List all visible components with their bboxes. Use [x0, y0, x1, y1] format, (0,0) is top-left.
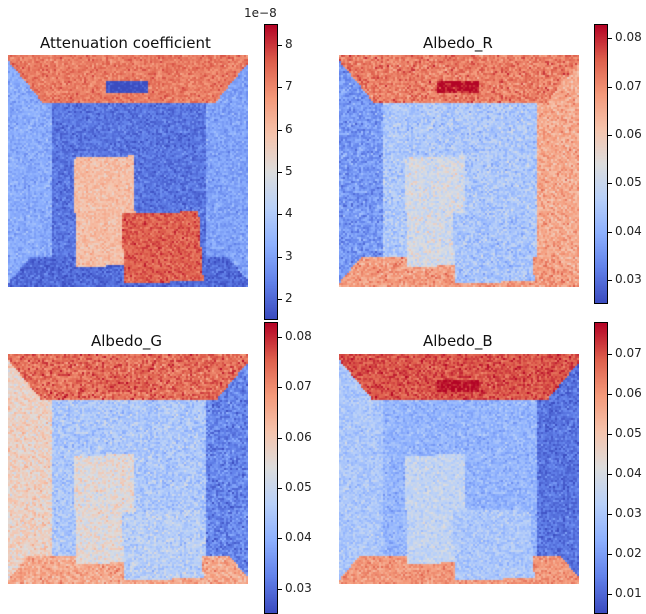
- colorbar-tick-mark: [608, 183, 612, 185]
- colorbar-tick-mark: [278, 45, 282, 47]
- colorbar-tick-label: 0.02: [615, 546, 642, 560]
- colorbar-tick-label: 0.03: [615, 506, 642, 520]
- colorbar-tick-mark: [608, 514, 612, 515]
- chart-title: Albedo_G: [91, 332, 163, 350]
- colorbar-tick-mark: [608, 279, 612, 281]
- colorbar-tick-label: 0.08: [285, 329, 312, 344]
- colorbar-tick-mark: [608, 594, 612, 595]
- colorbar-tick-label: 5: [285, 164, 293, 178]
- colorbar-tick-mark: [278, 214, 282, 216]
- colorbar-tick-mark: [278, 87, 282, 89]
- colorbar-tick-label: 6: [285, 121, 293, 136]
- colorbar-tick-mark: [608, 554, 612, 555]
- colorbar-tick-label: 8: [285, 37, 293, 52]
- colorbar-tick-label: 0.06: [615, 386, 642, 400]
- colorbar-tick-mark: [278, 256, 282, 258]
- colorbar-tick-mark: [608, 474, 612, 475]
- colorbar-tick-mark: [608, 434, 612, 435]
- colorbar-tick-label: 0.08: [615, 30, 642, 45]
- colorbar-offset: 1e−8: [244, 6, 277, 20]
- colorbar-tick-mark: [278, 298, 282, 300]
- colorbar-albedo-g: [264, 322, 278, 614]
- colorbar-tick-mark: [278, 129, 282, 131]
- colorbar-tick-label: 0.04: [285, 530, 312, 545]
- colorbar-tick-label: 2: [285, 290, 293, 305]
- colorbar-tick-label: 0.05: [285, 480, 312, 495]
- heatmap-albedo-g: [8, 354, 248, 584]
- colorbar-tick-label: 0.04: [615, 223, 642, 238]
- colorbar-tick-label: 0.05: [615, 175, 642, 190]
- colorbar-tick-label: 0.01: [615, 586, 642, 600]
- colorbar-tick-label: 0.07: [285, 379, 312, 394]
- colorbar-tick-mark: [608, 354, 612, 355]
- colorbar-tick-mark: [278, 337, 282, 339]
- colorbar-tick-label: 0.04: [615, 466, 642, 480]
- heatmap-attenuation: [8, 55, 248, 287]
- colorbar-tick-mark: [608, 394, 612, 395]
- colorbar-albedo-b: [594, 322, 608, 614]
- colorbar-tick-mark: [608, 231, 612, 233]
- colorbar-tick-label: 0.03: [285, 580, 312, 595]
- heatmap-albedo-r: [339, 55, 579, 287]
- colorbar-tick-mark: [278, 588, 282, 590]
- colorbar-attenuation: [264, 24, 278, 320]
- colorbar-tick-mark: [278, 387, 282, 389]
- colorbar-tick-label: 4: [285, 206, 293, 221]
- colorbar-tick-mark: [278, 538, 282, 540]
- colorbar-tick-label: 0.06: [615, 127, 642, 142]
- colorbar-tick-mark: [608, 38, 612, 40]
- colorbar-tick-mark: [278, 172, 282, 173]
- colorbar-tick-label: 0.05: [615, 426, 642, 440]
- colorbar-tick-label: 0.07: [615, 78, 642, 93]
- colorbar-tick-label: 0.06: [285, 429, 312, 444]
- colorbar-tick-mark: [278, 488, 282, 490]
- heatmap-albedo-b: [339, 354, 579, 584]
- colorbar-tick-mark: [608, 135, 612, 137]
- chart-title: Attenuation coefficient: [40, 34, 211, 52]
- colorbar-tick-mark: [278, 437, 282, 439]
- colorbar-tick-label: 3: [285, 248, 293, 263]
- colorbar-tick-label: 0.07: [615, 346, 642, 360]
- chart-title: Albedo_B: [423, 332, 493, 350]
- colorbar-tick-mark: [608, 86, 612, 88]
- colorbar-tick-label: 0.03: [615, 271, 642, 286]
- colorbar-albedo-r: [594, 24, 608, 304]
- chart-title: Albedo_R: [423, 34, 493, 52]
- colorbar-tick-label: 7: [285, 79, 293, 94]
